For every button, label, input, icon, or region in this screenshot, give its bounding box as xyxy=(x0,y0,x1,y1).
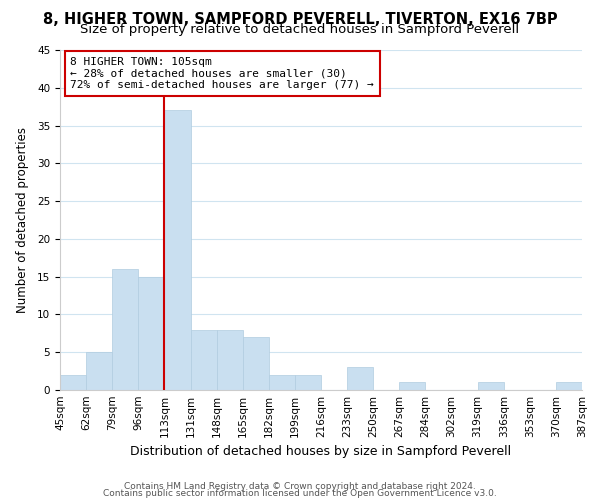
Bar xyxy=(86,352,112,390)
Bar xyxy=(400,382,425,390)
Bar xyxy=(269,375,295,390)
Bar xyxy=(191,330,217,390)
Bar xyxy=(60,375,86,390)
Bar xyxy=(556,382,582,390)
Text: Contains HM Land Registry data © Crown copyright and database right 2024.: Contains HM Land Registry data © Crown c… xyxy=(124,482,476,491)
Bar xyxy=(295,375,321,390)
Text: Size of property relative to detached houses in Sampford Peverell: Size of property relative to detached ho… xyxy=(80,22,520,36)
Bar xyxy=(478,382,504,390)
Bar xyxy=(347,368,373,390)
X-axis label: Distribution of detached houses by size in Sampford Peverell: Distribution of detached houses by size … xyxy=(130,446,512,458)
Bar xyxy=(217,330,243,390)
Bar xyxy=(139,276,164,390)
Bar xyxy=(112,269,139,390)
Y-axis label: Number of detached properties: Number of detached properties xyxy=(16,127,29,313)
Text: 8, HIGHER TOWN, SAMPFORD PEVERELL, TIVERTON, EX16 7BP: 8, HIGHER TOWN, SAMPFORD PEVERELL, TIVER… xyxy=(43,12,557,28)
Text: Contains public sector information licensed under the Open Government Licence v3: Contains public sector information licen… xyxy=(103,488,497,498)
Bar xyxy=(164,110,191,390)
Bar xyxy=(243,337,269,390)
Text: 8 HIGHER TOWN: 105sqm
← 28% of detached houses are smaller (30)
72% of semi-deta: 8 HIGHER TOWN: 105sqm ← 28% of detached … xyxy=(70,57,374,90)
